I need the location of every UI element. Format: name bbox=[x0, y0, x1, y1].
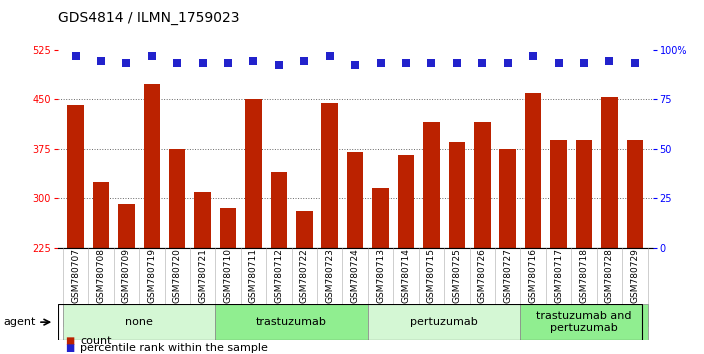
Text: GSM780724: GSM780724 bbox=[351, 248, 360, 303]
Bar bbox=[169, 149, 185, 354]
Bar bbox=[63, 304, 215, 340]
Point bbox=[451, 61, 463, 66]
Point bbox=[477, 61, 488, 66]
Bar bbox=[322, 103, 338, 354]
Text: trastuzumab and
pertuzumab: trastuzumab and pertuzumab bbox=[536, 311, 631, 333]
Bar bbox=[270, 172, 287, 354]
Point bbox=[527, 53, 539, 58]
Text: GSM780707: GSM780707 bbox=[71, 248, 80, 303]
Text: GSM780708: GSM780708 bbox=[96, 248, 106, 303]
Bar bbox=[347, 152, 363, 354]
Bar bbox=[448, 142, 465, 354]
Text: agent: agent bbox=[4, 317, 36, 327]
Text: percentile rank within the sample: percentile rank within the sample bbox=[80, 343, 268, 353]
Point bbox=[70, 53, 81, 58]
Bar bbox=[368, 304, 520, 340]
Text: GSM780729: GSM780729 bbox=[630, 248, 639, 303]
Text: GSM780725: GSM780725 bbox=[453, 248, 461, 303]
Text: GSM780728: GSM780728 bbox=[605, 248, 614, 303]
Bar bbox=[93, 182, 109, 354]
Text: count: count bbox=[80, 336, 112, 346]
Text: GSM780726: GSM780726 bbox=[478, 248, 486, 303]
Text: trastuzumab: trastuzumab bbox=[256, 317, 327, 327]
Point bbox=[324, 53, 335, 58]
Bar bbox=[372, 188, 389, 354]
Text: ■: ■ bbox=[65, 343, 74, 353]
Bar bbox=[215, 304, 368, 340]
Bar bbox=[68, 105, 84, 354]
Bar bbox=[601, 97, 617, 354]
Text: GSM780723: GSM780723 bbox=[325, 248, 334, 303]
Text: GSM780711: GSM780711 bbox=[249, 248, 258, 303]
Point bbox=[95, 59, 106, 64]
Bar bbox=[423, 122, 440, 354]
Bar bbox=[576, 140, 592, 354]
Bar bbox=[118, 204, 134, 354]
Point bbox=[553, 61, 564, 66]
Text: GSM780721: GSM780721 bbox=[198, 248, 207, 303]
Bar bbox=[525, 92, 541, 354]
Point bbox=[604, 59, 615, 64]
Point bbox=[273, 63, 284, 68]
Text: GSM780713: GSM780713 bbox=[376, 248, 385, 303]
Text: GSM780717: GSM780717 bbox=[554, 248, 563, 303]
Text: GSM780709: GSM780709 bbox=[122, 248, 131, 303]
Bar bbox=[520, 304, 648, 340]
Text: GSM780720: GSM780720 bbox=[172, 248, 182, 303]
Bar bbox=[220, 208, 237, 354]
Point bbox=[121, 61, 132, 66]
Point bbox=[222, 61, 234, 66]
Text: GSM780715: GSM780715 bbox=[427, 248, 436, 303]
Text: GSM780712: GSM780712 bbox=[275, 248, 284, 303]
Point bbox=[172, 61, 183, 66]
Bar bbox=[499, 149, 516, 354]
Point bbox=[350, 63, 361, 68]
Point bbox=[146, 53, 158, 58]
Bar bbox=[194, 192, 211, 354]
Text: GSM780710: GSM780710 bbox=[224, 248, 232, 303]
Text: GSM780719: GSM780719 bbox=[147, 248, 156, 303]
Point bbox=[426, 61, 437, 66]
Bar bbox=[551, 140, 567, 354]
Text: ■: ■ bbox=[65, 336, 74, 346]
Bar bbox=[144, 84, 160, 354]
Point bbox=[401, 61, 412, 66]
Text: GSM780722: GSM780722 bbox=[300, 248, 309, 303]
Bar bbox=[474, 122, 491, 354]
Text: pertuzumab: pertuzumab bbox=[410, 317, 478, 327]
Point bbox=[248, 59, 259, 64]
Point bbox=[579, 61, 590, 66]
Point bbox=[197, 61, 208, 66]
Bar bbox=[398, 155, 414, 354]
Bar bbox=[245, 99, 262, 354]
Point bbox=[502, 61, 513, 66]
Bar bbox=[627, 140, 643, 354]
Text: GSM780718: GSM780718 bbox=[579, 248, 589, 303]
Bar bbox=[296, 211, 313, 354]
Text: none: none bbox=[125, 317, 153, 327]
Point bbox=[375, 61, 386, 66]
Point bbox=[298, 59, 310, 64]
Text: GSM780727: GSM780727 bbox=[503, 248, 513, 303]
Text: GDS4814 / ILMN_1759023: GDS4814 / ILMN_1759023 bbox=[58, 11, 239, 25]
Text: GSM780714: GSM780714 bbox=[401, 248, 410, 303]
Point bbox=[629, 61, 641, 66]
Text: GSM780716: GSM780716 bbox=[529, 248, 538, 303]
